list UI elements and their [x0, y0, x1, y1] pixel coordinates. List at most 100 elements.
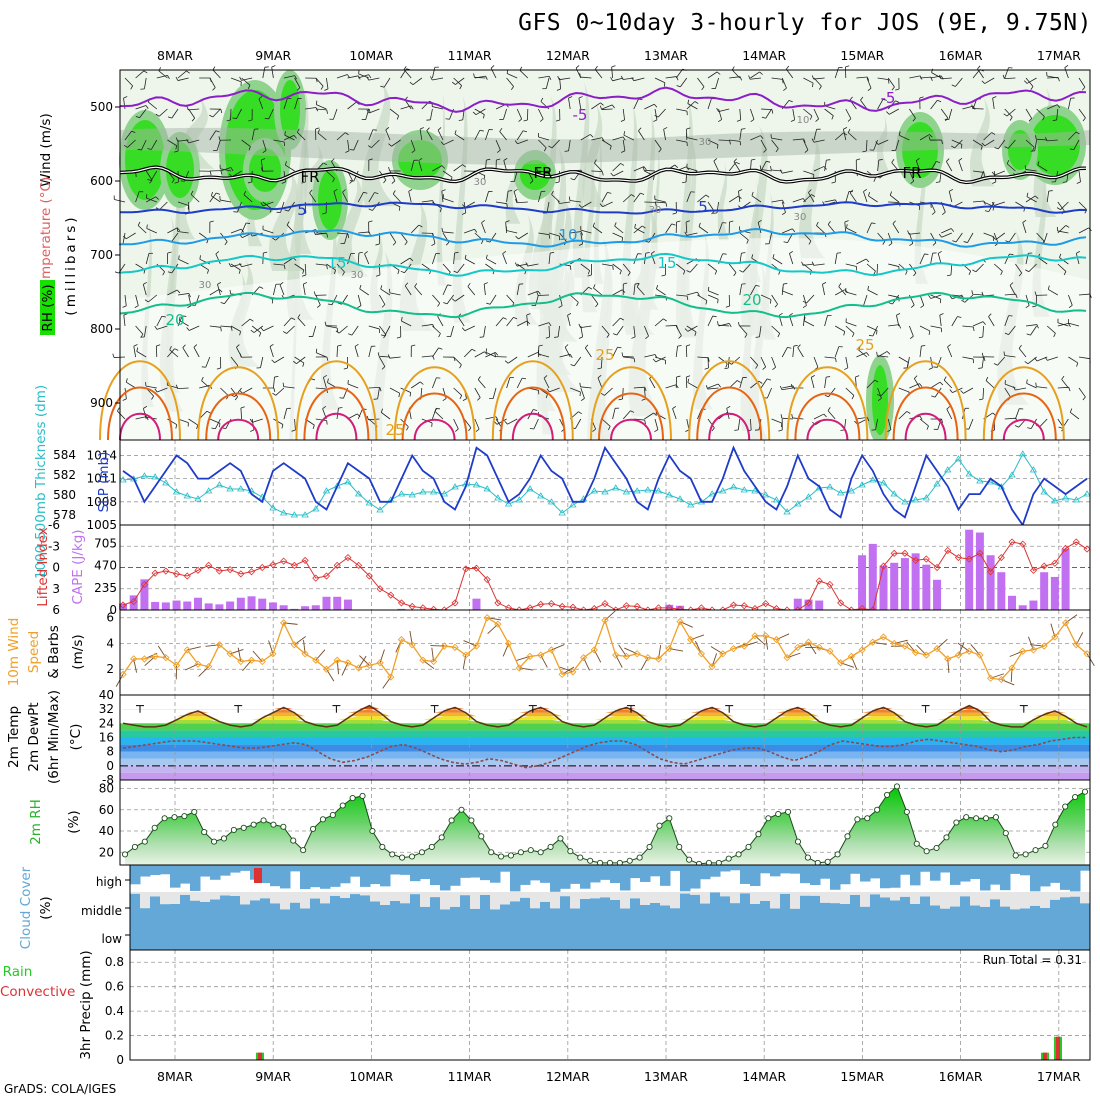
wind-barb — [1018, 348, 1027, 358]
wind-barb-flag — [1032, 305, 1037, 308]
wind-barb — [474, 130, 481, 141]
triangle-marker — [922, 494, 931, 501]
cloud-high-block — [740, 865, 751, 884]
wind-barb — [750, 77, 762, 80]
wind-barb-flag — [642, 225, 646, 229]
cloud-high-block — [630, 865, 641, 879]
wind-barb-flag — [1013, 386, 1016, 391]
precip-label-c: 3hr Precip (mm) — [78, 950, 94, 1059]
wind-barb-flag — [1004, 146, 1009, 149]
wind-barb — [158, 70, 168, 79]
wind-barb-flag — [474, 229, 478, 233]
cloud-high-block — [940, 865, 951, 873]
wind-barb — [332, 108, 338, 120]
triangle-marker — [162, 479, 170, 486]
wind-barb — [768, 232, 772, 244]
wind-barb-flag — [451, 81, 456, 85]
wind-barb-flag — [545, 336, 550, 339]
wind-barb-flag — [936, 161, 941, 163]
wind-barb-flag — [663, 318, 667, 322]
wind-barb-flag — [652, 358, 657, 363]
cloud-high-block — [560, 865, 571, 889]
cloud-low-block — [790, 920, 801, 950]
contour-label: 30 — [794, 212, 807, 223]
wind-barb-flag — [737, 321, 740, 327]
wind-barb-flag — [240, 406, 245, 409]
wind-barb-flag — [366, 415, 369, 420]
rh-marker — [240, 824, 247, 831]
rh-tick: 40 — [99, 824, 114, 838]
wind-barb — [1026, 196, 1037, 203]
triangle-marker — [429, 488, 438, 495]
wind-barb-flag — [811, 82, 814, 88]
rh-marker — [1052, 821, 1059, 828]
wind-barb-flag — [888, 242, 893, 246]
slp-tick: 1011 — [86, 472, 117, 486]
wind-barb-flag — [992, 96, 997, 99]
wind-barb-flag — [981, 142, 986, 147]
li-marker — [547, 600, 556, 608]
wind-barb-flag — [983, 172, 985, 177]
wind-barb — [771, 418, 782, 424]
wind-barb-flag — [135, 115, 140, 119]
cloud-mid-clear — [430, 892, 441, 898]
rh-marker — [408, 853, 416, 860]
wind-barb — [813, 166, 825, 172]
rh-marker — [676, 843, 683, 850]
li-marker — [976, 549, 984, 557]
wind-barb-flag — [505, 220, 510, 223]
pressure-tick-label: 900 — [90, 396, 113, 410]
triangle-marker — [440, 490, 449, 497]
wind-barb-flag — [358, 251, 363, 254]
wind-barb-flag — [724, 367, 729, 370]
li-marker — [826, 580, 834, 589]
cape-bar — [1061, 548, 1070, 610]
wind-barb — [760, 356, 767, 368]
rh-marker — [171, 814, 178, 821]
wind-marker — [215, 641, 224, 649]
wind-barb — [347, 383, 359, 389]
temp-band — [120, 737, 1090, 745]
wind-barb — [167, 418, 178, 426]
li-marker — [954, 554, 963, 562]
wind-barb — [951, 139, 963, 145]
wind-barb — [506, 191, 509, 203]
wind-barb — [930, 100, 938, 110]
contour-arch — [217, 418, 260, 441]
wind-barb — [506, 294, 515, 304]
cloud-high-block — [960, 865, 971, 882]
date-label-top: 16MAR — [939, 48, 983, 63]
wind-barb — [856, 258, 867, 265]
wind-barb-flag — [946, 158, 950, 162]
wind-barb — [602, 201, 613, 208]
rh-marker — [686, 856, 693, 863]
triangle-marker — [226, 485, 234, 492]
triangle-marker — [204, 487, 213, 494]
wind-barb — [548, 253, 551, 265]
wind-barb — [766, 387, 772, 399]
wind-barb-flag — [426, 127, 430, 131]
wind-barb — [750, 418, 752, 431]
wind-barb-flag — [578, 336, 583, 339]
wind-barb-flag — [909, 243, 913, 247]
slp-tick: 1005 — [86, 518, 117, 532]
cloud-low-block — [230, 920, 241, 950]
wind-barb — [357, 408, 363, 420]
triangle-marker — [686, 501, 695, 508]
wind-barb — [633, 284, 636, 296]
wind-barb — [858, 349, 868, 358]
rh-marker — [844, 833, 851, 840]
wind-barb — [516, 284, 520, 296]
wind-barb — [434, 411, 444, 420]
wind-barb-flag — [445, 242, 450, 246]
wind-barb — [502, 253, 507, 265]
wind-barb-flag — [347, 233, 350, 239]
wind-barb — [1007, 139, 1016, 149]
wind-barb — [697, 356, 709, 359]
wind-barb — [410, 160, 415, 172]
cape-bar — [879, 565, 888, 610]
cape-bar — [140, 579, 149, 610]
wind-barb — [771, 169, 783, 172]
wind-barb — [368, 129, 374, 141]
wind-barb-flag — [548, 322, 552, 327]
